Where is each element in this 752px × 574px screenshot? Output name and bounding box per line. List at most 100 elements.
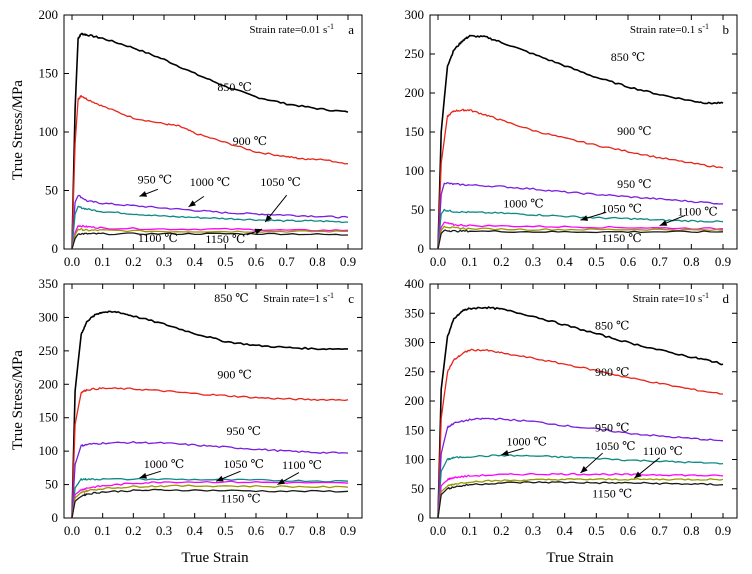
x-tick-label: 0.7 (279, 523, 296, 538)
series-line-950 (71, 440, 349, 519)
x-tick-label: 0.0 (430, 523, 446, 538)
y-tick-label: 0 (52, 241, 59, 256)
temperature-label: 850 ℃ (217, 80, 251, 94)
series-line-1050 (71, 224, 349, 250)
x-tick-label: 0.1 (95, 254, 111, 269)
panel-b: 0.0 0.1 0.2 0.3 0.4 0.5 0.6 0.7 0.8 0.9 0 50 100 150 2… (405, 7, 738, 269)
x-tick-label: 0.6 (620, 254, 637, 269)
x-tick-label: 0.5 (217, 523, 233, 538)
annotation-arrow-head (139, 472, 147, 479)
series-line-1150 (71, 488, 349, 519)
panel-letter: b (723, 22, 730, 37)
y-tick-label: 150 (39, 66, 59, 81)
y-tick-label: 350 (39, 276, 59, 291)
series-line-1000 (437, 208, 724, 250)
x-tick-label: 0.3 (156, 523, 172, 538)
annotation-arrow-head (580, 466, 588, 473)
x-tick-label: 0.4 (557, 523, 574, 538)
x-tick-label: 0.8 (309, 523, 325, 538)
strain-rate-exponent: -1 (327, 22, 334, 31)
series-line-1150 (71, 232, 349, 250)
temperature-label: 900 ℃ (595, 365, 629, 379)
y-tick-label: 0 (418, 510, 425, 525)
plot-frame (63, 14, 363, 250)
temperature-label: 950 ℃ (617, 177, 651, 191)
y-tick-label: 200 (39, 376, 59, 391)
x-tick-label: 0.1 (462, 254, 478, 269)
temperature-label: 900 ℃ (617, 124, 651, 138)
y-tick-label: 50 (45, 477, 58, 492)
panel-letter: d (723, 291, 730, 306)
series-line-1100 (71, 228, 348, 250)
y-tick-label: 250 (405, 46, 425, 61)
strain-rate-exponent: -1 (327, 291, 334, 300)
strain-rate-exponent: -1 (702, 22, 709, 31)
y-tick-label: 150 (405, 124, 425, 139)
temperature-label: 1100 ℃ (282, 458, 322, 472)
y-tick-label: 50 (411, 202, 424, 217)
y-tick-label: 200 (405, 393, 425, 408)
annotation-arrow-head (580, 215, 589, 221)
y-axis-label-bottom: True Stress/MPa (10, 350, 26, 450)
strain-rate-exponent: -1 (702, 291, 709, 300)
temperature-label: 1000 ℃ (144, 457, 184, 471)
annotation-arrow-head (216, 475, 224, 482)
x-tick-label: 0.4 (187, 523, 204, 538)
x-tick-label: 0.3 (525, 523, 541, 538)
series-line-850 (437, 306, 724, 519)
x-tick-label: 0.8 (683, 523, 699, 538)
x-tick-label: 0.6 (248, 254, 265, 269)
temperature-label: 1000 ℃ (503, 197, 543, 211)
panel-letter: a (348, 22, 354, 37)
y-tick-label: 300 (405, 335, 425, 350)
temperature-label: 950 ℃ (595, 420, 629, 434)
series-line-850 (71, 310, 348, 519)
strain-rate-annotation: Strain rate=10 s-1 (633, 291, 709, 306)
series-line-1050 (437, 472, 724, 519)
y-tick-label: 250 (405, 364, 425, 379)
x-tick-label: 0.5 (217, 254, 233, 269)
series-line-1150 (437, 229, 724, 250)
x-tick-label: 0.7 (652, 523, 669, 538)
temperature-label: 950 ℃ (138, 172, 172, 186)
y-tick-label: 250 (39, 343, 59, 358)
x-tick-label: 0.9 (715, 523, 731, 538)
x-tick-label: 0.2 (125, 523, 141, 538)
panel-c: 0.0 0.1 0.2 0.3 0.4 0.5 0.6 0.7 0.8 0.9 0 50 100 150 2… (39, 276, 363, 538)
annotation-arrow-head (634, 471, 642, 479)
y-tick-label: 150 (39, 410, 59, 425)
temperature-label: 1100 ℃ (138, 231, 178, 245)
annotation-arrow-head (188, 200, 196, 207)
annotation-arrow-head (501, 450, 509, 456)
y-tick-label: 150 (405, 422, 425, 437)
y-tick-label: 0 (52, 510, 59, 525)
series-line-900 (437, 108, 724, 250)
series-line-1100 (437, 225, 724, 250)
x-tick-label: 0.0 (64, 523, 80, 538)
series-line-950 (71, 194, 349, 250)
x-tick-label: 0.6 (248, 523, 265, 538)
y-tick-label: 400 (405, 276, 425, 291)
x-tick-label: 0.8 (683, 254, 699, 269)
series-line-1150 (437, 481, 724, 519)
temperature-label: 1150 ℃ (221, 492, 261, 506)
series-line-950 (437, 182, 724, 250)
series-line-1050 (71, 480, 349, 519)
y-tick-label: 50 (411, 481, 424, 496)
plot-frame (63, 283, 363, 519)
temperature-label: 1150 ℃ (205, 232, 245, 246)
panel-letter: c (348, 291, 354, 306)
x-axis-label-right: True Strain (546, 550, 614, 566)
temperature-label: 850 ℃ (611, 50, 645, 64)
series-line-850 (71, 32, 349, 250)
y-tick-label: 300 (39, 309, 59, 324)
temperature-label: 1050 ℃ (595, 439, 635, 453)
temperature-label: 950 ℃ (227, 424, 261, 438)
strain-rate-annotation: Strain rate=0.1 s-1 (630, 22, 709, 37)
y-tick-label: 200 (39, 7, 59, 22)
series-line-1000 (71, 205, 348, 250)
y-tick-label: 200 (405, 85, 425, 100)
x-tick-label: 0.9 (340, 254, 356, 269)
y-tick-label: 350 (405, 305, 425, 320)
y-tick-label: 100 (39, 124, 59, 139)
